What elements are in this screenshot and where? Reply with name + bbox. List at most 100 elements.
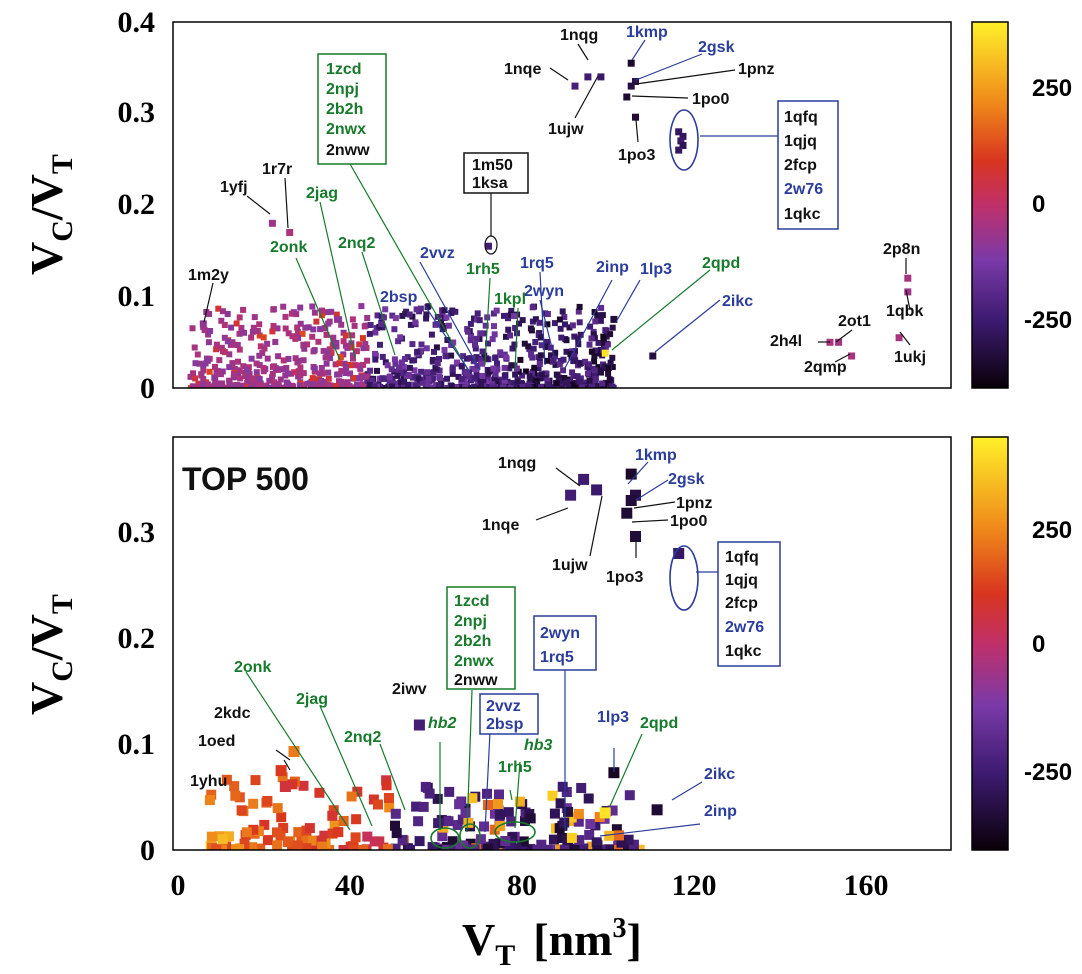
cloud-point — [241, 827, 252, 838]
cloud-point — [493, 799, 503, 809]
cloud-point — [277, 376, 284, 383]
cloud-point — [607, 805, 618, 816]
cloud-point — [530, 345, 537, 352]
colorbar-tick: 250 — [1032, 517, 1072, 544]
cloud-point — [572, 357, 579, 364]
cloud-point — [532, 316, 539, 323]
cloud-point — [544, 311, 551, 317]
cloud-point — [592, 375, 599, 382]
label-2vvz: 2vvz — [420, 245, 455, 262]
point-1oed — [275, 765, 287, 777]
cloud-point — [478, 357, 485, 364]
cloud-point — [240, 306, 247, 313]
cloud-point — [234, 342, 241, 348]
cloud-point — [458, 375, 465, 382]
cloud-point — [317, 385, 324, 388]
cloud-point — [476, 317, 483, 324]
cloud-point — [492, 354, 499, 361]
cloud-point — [342, 342, 349, 349]
cloud-point — [229, 781, 240, 792]
cloud-point — [342, 385, 349, 388]
cloud-point — [527, 325, 534, 332]
cloud-point — [423, 311, 430, 318]
box-item: 1qjq — [784, 133, 817, 150]
cloud-point — [392, 315, 399, 322]
cloud-point — [413, 816, 424, 827]
panel-top: VC/VT 0 0.1 0.2 0.3 0.4 250 0 -250 — [21, 6, 1072, 405]
cloud-point — [557, 781, 568, 792]
cloud-point — [588, 335, 595, 342]
cloud-point — [341, 360, 348, 367]
box-frame — [463, 152, 529, 194]
cloud-point — [194, 351, 201, 358]
cloud-point — [384, 802, 395, 813]
point-2qpd — [599, 807, 611, 819]
cloud-point — [607, 359, 614, 366]
cloud-point — [576, 303, 583, 310]
cloud-point — [318, 377, 325, 384]
cloud-point — [482, 843, 493, 850]
cloud-point — [292, 840, 303, 850]
cloud-point — [238, 324, 245, 331]
cloud-point — [425, 375, 432, 382]
cloud-point — [300, 341, 307, 348]
cloud-point — [528, 351, 535, 358]
cloud-point — [501, 379, 508, 386]
cloud-point — [368, 377, 375, 384]
cloud-point — [346, 791, 357, 802]
cloud-point — [501, 312, 507, 319]
y-tick-labels: 0 0.1 0.2 0.3 0.4 — [118, 6, 156, 405]
x-tick-label: 120 — [672, 869, 717, 902]
cloud-point — [390, 808, 401, 819]
cloud-point — [538, 334, 544, 341]
cloud-point — [545, 381, 552, 388]
cloud-point — [409, 341, 416, 348]
cloud-point — [384, 793, 394, 803]
cloud-point — [253, 826, 264, 837]
x-axis-label: VT [nm3] — [462, 913, 642, 972]
cloud-point — [420, 781, 431, 792]
cloud-point — [359, 374, 366, 381]
cloud-point — [531, 364, 538, 371]
box-1qfq: 1qfq 1qjq 2fcp 2w76 1qkc — [717, 541, 781, 667]
cloud-point — [204, 357, 211, 364]
cloud-point — [592, 318, 599, 325]
cloud-point — [397, 334, 404, 341]
cloud-point — [424, 381, 431, 388]
cloud-point — [333, 827, 344, 838]
x-tick-label: 80 — [507, 869, 537, 902]
point-1lp3 — [608, 767, 620, 779]
cloud-point — [569, 369, 576, 376]
cloud-point — [358, 382, 365, 388]
cloud-point — [398, 359, 405, 366]
cloud-point — [489, 808, 500, 819]
box-item: 2fcp — [784, 157, 817, 174]
cloud-point — [292, 355, 299, 362]
label-2qmp: 2qmp — [804, 359, 847, 376]
cloud-point — [454, 799, 465, 810]
cloud-point — [533, 380, 540, 387]
cloud-point — [211, 374, 218, 381]
cloud-point — [323, 331, 330, 338]
cloud-point — [516, 320, 522, 327]
cloud-point — [236, 314, 243, 321]
cloud-point — [272, 803, 283, 814]
cloud-point — [293, 827, 304, 838]
cloud-point — [230, 790, 241, 801]
cloud-point — [363, 345, 370, 351]
cloud-point — [395, 338, 402, 345]
cloud-point — [333, 383, 340, 388]
annotation-labels: 1nqg 1nqe 1pnz 1po0 1ujw 1po3 2iwv 2kdc … — [190, 447, 737, 820]
colorbar-tick: -250 — [1024, 307, 1072, 334]
cloud-point — [543, 343, 550, 350]
cloud-point — [501, 364, 508, 371]
cloud-point — [337, 354, 344, 361]
cloud-point — [563, 337, 570, 344]
cloud-point — [512, 325, 519, 331]
cloud-point — [573, 808, 584, 819]
cloud-point — [269, 328, 276, 335]
scatter-points — [204, 468, 685, 850]
cloud-point — [415, 375, 422, 382]
label-2ot1: 2ot1 — [838, 313, 871, 330]
